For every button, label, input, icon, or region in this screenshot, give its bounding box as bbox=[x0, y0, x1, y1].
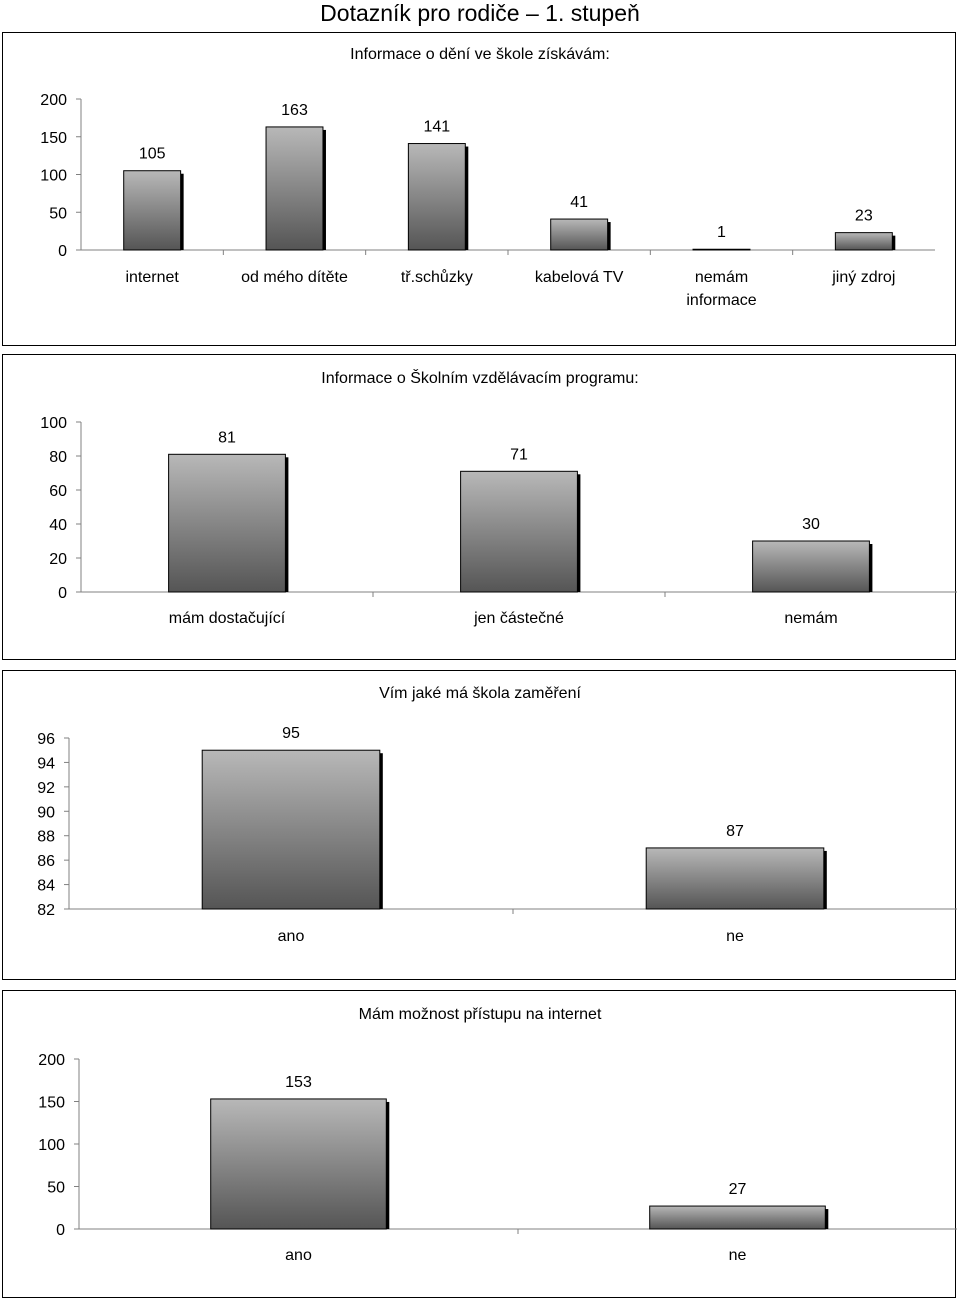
chart-title: Informace o dění ve škole získávám: bbox=[350, 46, 610, 63]
chart-title: Informace o Školním vzdělávacím programu… bbox=[321, 368, 638, 387]
x-tick-label: ne bbox=[729, 1247, 747, 1264]
y-tick-label: 0 bbox=[58, 585, 67, 602]
y-tick-label: 60 bbox=[49, 483, 67, 500]
x-tick-label: kabelová TV bbox=[535, 269, 624, 286]
y-tick-label: 86 bbox=[37, 853, 55, 870]
bar bbox=[692, 248, 751, 251]
bar bbox=[460, 470, 578, 593]
bar bbox=[645, 847, 825, 910]
y-tick-label: 92 bbox=[37, 780, 55, 797]
bar bbox=[407, 143, 466, 251]
y-tick-label: 100 bbox=[40, 415, 67, 432]
chart-panel-school-program: Informace o Školním vzdělávacím programu… bbox=[2, 354, 957, 660]
chart-panel-internet-access: Mám možnost přístupu na internet 0 50 100 15… bbox=[2, 990, 957, 1298]
bar bbox=[649, 1205, 826, 1230]
data-label: 41 bbox=[570, 194, 588, 211]
x-tick-label: mám dostačující bbox=[169, 610, 286, 627]
data-label: 153 bbox=[285, 1074, 312, 1091]
y-tick-label: 84 bbox=[37, 878, 55, 895]
y-tick-label: 200 bbox=[38, 1052, 65, 1069]
data-label: 27 bbox=[729, 1181, 747, 1198]
chart-svg: Informace o Školním vzdělávacím programu… bbox=[40, 368, 957, 627]
chart-svg: Informace o dění ve škole získávám: 0 50 10… bbox=[40, 46, 935, 309]
bar bbox=[123, 170, 182, 251]
chart-svg: Mám možnost přístupu na internet 0 50 100 15… bbox=[38, 1006, 957, 1264]
bar bbox=[210, 1098, 387, 1230]
y-tick-label: 100 bbox=[38, 1137, 65, 1154]
x-tick-label: ne bbox=[726, 928, 744, 945]
y-tick-label: 150 bbox=[38, 1095, 65, 1112]
bar bbox=[550, 218, 609, 251]
data-label: 105 bbox=[139, 146, 166, 163]
x-tick-label: ano bbox=[285, 1247, 312, 1264]
y-tick-label: 200 bbox=[40, 92, 67, 109]
y-tick-label: 50 bbox=[47, 1180, 65, 1197]
y-tick-label: 50 bbox=[49, 205, 67, 222]
bar bbox=[201, 749, 381, 910]
y-tick-label: 150 bbox=[40, 130, 67, 147]
x-tick-label: nemám bbox=[784, 610, 837, 627]
data-label: 71 bbox=[510, 446, 528, 463]
bar bbox=[168, 453, 286, 593]
y-tick-label: 96 bbox=[37, 731, 55, 748]
y-tick-label: 88 bbox=[37, 829, 55, 846]
data-label: 23 bbox=[855, 208, 873, 225]
chart-title: Vím jaké má škola zaměření bbox=[379, 685, 581, 702]
chart-title: Mám možnost přístupu na internet bbox=[359, 1006, 602, 1023]
data-label: 30 bbox=[802, 516, 820, 533]
x-tick-label: od mého dítěte bbox=[241, 269, 348, 286]
x-tick-label: informace bbox=[686, 292, 756, 309]
chart-svg: Vím jaké má škola zaměření 82 84 86 88 90 92 94… bbox=[37, 685, 957, 945]
x-tick-label: internet bbox=[125, 269, 179, 286]
data-label: 95 bbox=[282, 725, 300, 742]
y-tick-label: 0 bbox=[56, 1222, 65, 1239]
chart-panel-information-sources: Informace o dění ve škole získávám: 0 50 10… bbox=[2, 32, 956, 346]
bar bbox=[752, 540, 870, 593]
data-label: 87 bbox=[726, 823, 744, 840]
x-tick-label: jiný zdroj bbox=[831, 269, 895, 286]
data-label: 141 bbox=[423, 119, 450, 136]
x-tick-label: nemám bbox=[695, 269, 748, 286]
data-label: 1 bbox=[717, 224, 726, 241]
x-tick-label: ano bbox=[278, 928, 305, 945]
y-tick-label: 40 bbox=[49, 517, 67, 534]
y-tick-label: 0 bbox=[58, 243, 67, 260]
bar bbox=[834, 232, 893, 251]
page-title: Dotazník pro rodiče – 1. stupeň bbox=[320, 0, 640, 26]
chart-panel-school-focus: Vím jaké má škola zaměření 82 84 86 88 90 92 94… bbox=[2, 670, 957, 980]
y-tick-label: 82 bbox=[37, 902, 55, 919]
data-label: 81 bbox=[218, 429, 236, 446]
y-tick-label: 80 bbox=[49, 449, 67, 466]
data-label: 163 bbox=[281, 102, 308, 119]
x-tick-label: tř.schůzky bbox=[401, 268, 473, 286]
y-tick-label: 90 bbox=[37, 804, 55, 821]
y-tick-label: 94 bbox=[37, 755, 55, 772]
y-tick-label: 100 bbox=[40, 168, 67, 185]
bar bbox=[265, 126, 324, 251]
x-tick-label: jen částečné bbox=[473, 610, 564, 627]
y-tick-label: 20 bbox=[49, 551, 67, 568]
